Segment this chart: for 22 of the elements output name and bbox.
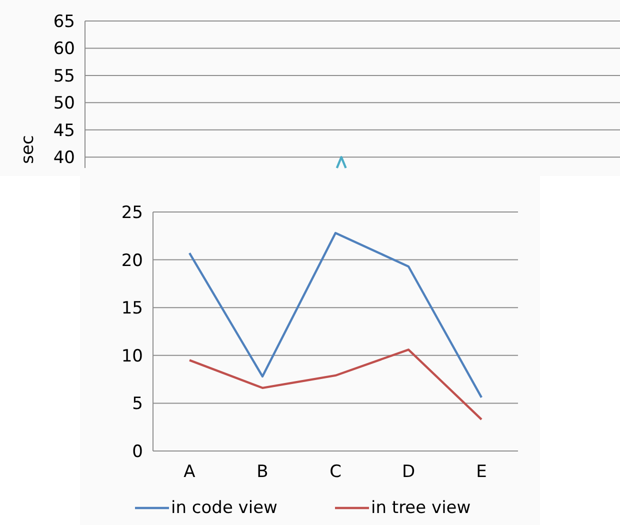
y-tick-label: 55 [53,66,75,86]
x-tick-label: A [184,462,196,482]
y-tick-label: 25 [121,202,143,223]
y-tick-label: 5 [132,394,143,414]
y-tick-label: 50 [53,94,75,114]
x-tick-label: C [330,462,342,482]
x-tick-label: D [402,462,416,482]
legend-label: in code view [171,498,278,518]
y-axis-title: sec [18,135,38,164]
line-series [188,348,483,421]
y-tick-label: 15 [121,298,143,319]
x-tick-label: E [476,462,487,482]
y-tick-label: 0 [132,442,143,462]
y-tick-label: 45 [53,120,75,141]
legend-label: in tree view [371,498,471,518]
y-tick-label: 20 [121,250,143,271]
x-tick-label: B [256,462,268,482]
line-series [188,232,483,399]
y-tick-label: 60 [53,39,75,60]
y-tick-label: 10 [121,346,143,366]
y-tick-label: 40 [53,148,75,168]
y-tick-label: 65 [53,12,75,32]
